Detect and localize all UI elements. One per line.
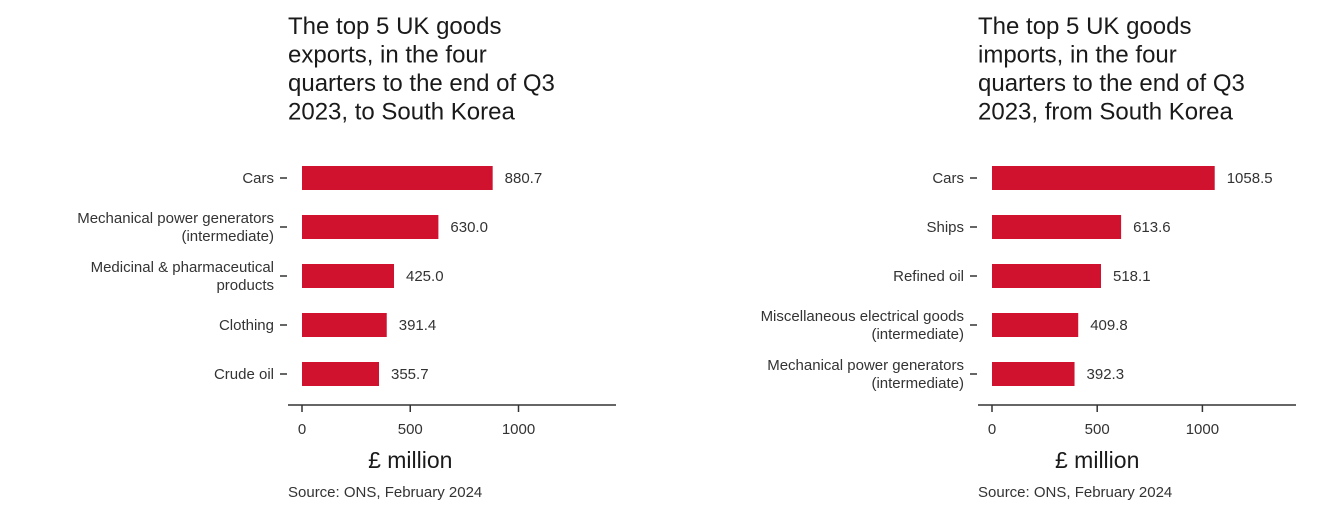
x-tick-label: 1000 [502, 421, 535, 438]
category-label: Refined oil [893, 268, 964, 285]
category-label: products [216, 277, 274, 294]
category-label: Clothing [219, 317, 274, 334]
value-label: 355.7 [391, 366, 429, 383]
chart-title-line: The top 5 UK goods [978, 13, 1191, 40]
category-label: Miscellaneous electrical goods [761, 308, 964, 325]
x-axis-label: £ million [1055, 447, 1139, 473]
chart-title-line: quarters to the end of Q3 [978, 70, 1245, 97]
category-label: (intermediate) [871, 375, 964, 392]
x-tick-label: 0 [988, 421, 996, 438]
category-label: Mechanical power generators [767, 357, 964, 374]
bar [992, 313, 1079, 337]
value-label: 391.4 [399, 317, 437, 334]
chart-title-line: exports, in the four [288, 42, 487, 69]
x-tick-label: 1000 [1186, 421, 1219, 438]
chart-title-line: 2023, from South Korea [978, 99, 1233, 126]
bar [302, 313, 387, 337]
bar [302, 264, 395, 288]
value-label: 392.3 [1087, 366, 1125, 383]
chart-title-line: 2023, to South Korea [288, 99, 515, 126]
bar [302, 166, 493, 190]
bar [992, 264, 1102, 288]
source-note: Source: ONS, February 2024 [288, 484, 482, 501]
category-label: Mechanical power generators [77, 210, 274, 227]
value-label: 409.8 [1090, 317, 1128, 334]
category-label: Medicinal & pharmaceutical [91, 259, 274, 276]
x-axis-label: £ million [368, 447, 452, 473]
chart-title-line: quarters to the end of Q3 [288, 70, 555, 97]
category-label: Cars [242, 170, 274, 187]
bar [302, 215, 439, 239]
chart-title-line: imports, in the four [978, 42, 1177, 69]
bar [992, 166, 1215, 190]
category-label: Crude oil [214, 366, 274, 383]
chart-title-line: The top 5 UK goods [288, 13, 501, 40]
x-tick-label: 0 [298, 421, 306, 438]
value-label: 880.7 [505, 170, 543, 187]
source-note: Source: ONS, February 2024 [978, 484, 1172, 501]
value-label: 425.0 [406, 268, 444, 285]
bar [992, 215, 1122, 239]
value-label: 613.6 [1133, 219, 1171, 236]
x-tick-label: 500 [398, 421, 423, 438]
category-label: (intermediate) [871, 326, 964, 343]
category-label: Cars [932, 170, 964, 187]
category-label: (intermediate) [181, 228, 274, 245]
value-label: 630.0 [450, 219, 488, 236]
value-label: 518.1 [1113, 268, 1151, 285]
category-label: Ships [926, 219, 964, 236]
bar [302, 362, 380, 386]
value-label: 1058.5 [1227, 170, 1273, 187]
bar [992, 362, 1075, 386]
x-tick-label: 500 [1085, 421, 1110, 438]
